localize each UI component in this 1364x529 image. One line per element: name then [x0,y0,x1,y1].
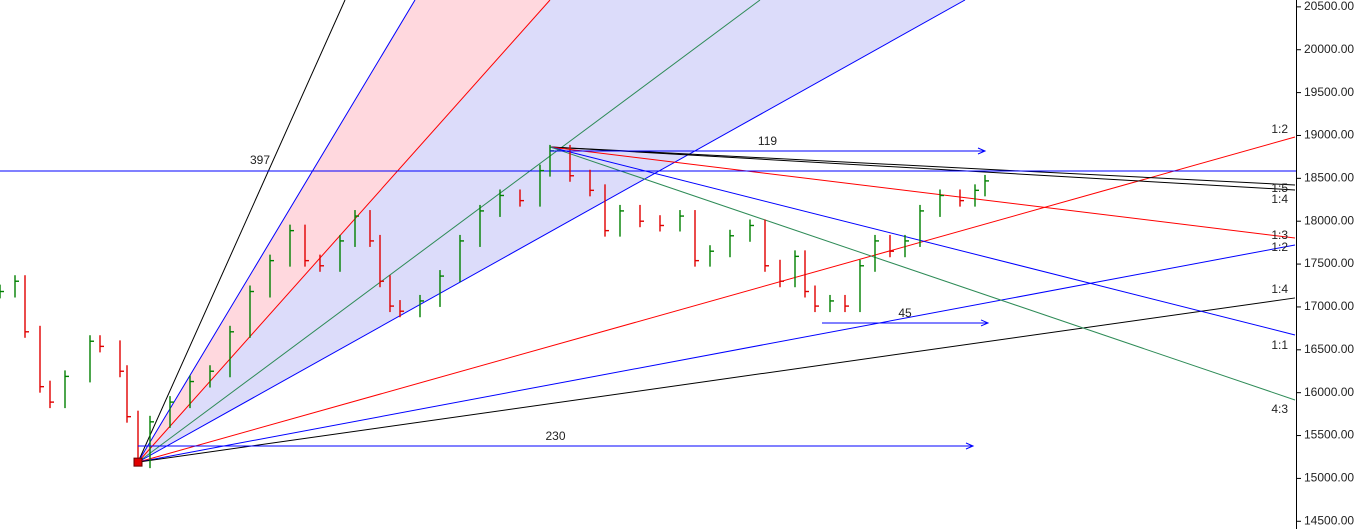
y-tick-label: 20500.00 [1304,0,1354,13]
fan-label: 1:4 [1271,282,1288,296]
arrow-label: 119 [758,134,777,148]
plot-area [0,0,1296,529]
fan-label: 1:4 [1271,192,1288,206]
fan-line [549,146,1296,191]
y-tick-label: 17500.00 [1304,256,1354,270]
y-tick-label: 18000.00 [1304,213,1354,227]
arrow-label: 230 [545,429,565,443]
fan-label: 4:3 [1271,402,1288,416]
fan-label: 1:5 [1271,181,1288,195]
fan-line [549,146,1296,239]
y-tick-label: 16000.00 [1304,385,1354,399]
y-tick-label: 17000.00 [1304,299,1354,313]
y-tick-label: 20000.00 [1304,42,1354,56]
fan-line [137,0,416,463]
y-tick-label: 19500.00 [1304,85,1354,99]
fan-label: 1:3 [1271,228,1288,242]
y-tick-label: 18500.00 [1304,171,1354,185]
arrow-head [977,147,987,155]
fan-line [549,146,1296,186]
arrow-label: 45 [898,306,912,320]
fan-line [549,146,1296,401]
fan-line [137,136,1296,463]
fan-line [137,244,1296,463]
fan-line [137,0,346,463]
y-tick-label: 15000.00 [1304,471,1354,485]
fan-label: 1:2 [1271,240,1288,254]
arrow-head [980,319,990,327]
fan-line [137,0,761,463]
y-tick-label: 16500.00 [1304,342,1354,356]
fan-label: 1:2 [1271,122,1288,136]
fan-label: 1:1 [1271,338,1288,352]
fan-line [137,0,551,463]
line-label: 397 [250,153,270,167]
y-tick-label: 19000.00 [1304,128,1354,142]
y-tick-label: 14500.00 [1304,513,1354,527]
fan-line [549,146,1296,336]
arrow-head [965,442,975,450]
y-tick-label: 15500.00 [1304,428,1354,442]
fan-line [137,0,966,463]
fan-line [137,297,1296,463]
fan-anchor [133,457,143,467]
